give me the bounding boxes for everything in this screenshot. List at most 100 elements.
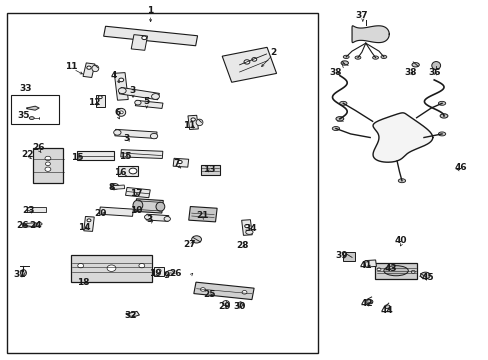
Ellipse shape (242, 291, 246, 294)
Text: 33: 33 (19, 84, 32, 93)
Polygon shape (112, 185, 124, 189)
Ellipse shape (244, 60, 249, 64)
Ellipse shape (133, 200, 142, 210)
Ellipse shape (339, 101, 346, 105)
Text: 31: 31 (13, 270, 26, 279)
Ellipse shape (129, 168, 137, 174)
Ellipse shape (245, 230, 253, 234)
Ellipse shape (420, 272, 429, 279)
Text: 9: 9 (163, 271, 169, 280)
Polygon shape (77, 151, 113, 160)
Text: 15: 15 (119, 152, 132, 161)
Text: 40: 40 (394, 236, 407, 245)
Text: 38: 38 (328, 68, 341, 77)
Text: 25: 25 (203, 290, 215, 299)
Polygon shape (83, 216, 94, 231)
Ellipse shape (120, 89, 124, 93)
Ellipse shape (45, 156, 51, 161)
Text: 11: 11 (64, 62, 77, 71)
Ellipse shape (166, 270, 173, 275)
Ellipse shape (383, 266, 407, 276)
Ellipse shape (343, 55, 348, 58)
Ellipse shape (45, 162, 50, 166)
Ellipse shape (354, 56, 360, 59)
Ellipse shape (151, 94, 159, 99)
Ellipse shape (111, 184, 119, 189)
Polygon shape (119, 87, 159, 100)
Ellipse shape (380, 55, 386, 58)
Polygon shape (201, 165, 219, 175)
Ellipse shape (164, 216, 170, 221)
Text: 45: 45 (421, 274, 434, 282)
Text: 29: 29 (218, 302, 231, 311)
Text: 20: 20 (94, 209, 106, 217)
Ellipse shape (142, 36, 146, 40)
Ellipse shape (340, 61, 347, 65)
Polygon shape (153, 267, 164, 276)
Ellipse shape (191, 236, 201, 243)
Ellipse shape (87, 219, 91, 222)
Ellipse shape (190, 118, 195, 121)
Ellipse shape (119, 78, 123, 82)
Ellipse shape (20, 270, 26, 276)
Ellipse shape (251, 58, 256, 61)
Ellipse shape (237, 302, 243, 306)
Ellipse shape (150, 134, 157, 139)
Text: 41: 41 (359, 261, 371, 270)
Text: 13: 13 (203, 165, 215, 174)
Bar (11, 95, 59, 124)
Ellipse shape (118, 88, 126, 94)
Text: 26: 26 (168, 269, 181, 278)
Text: 3: 3 (129, 86, 135, 95)
Ellipse shape (117, 108, 125, 116)
Text: 17: 17 (129, 189, 142, 198)
Text: 26: 26 (32, 143, 44, 152)
Text: 34: 34 (244, 224, 256, 233)
Text: 2: 2 (270, 48, 276, 57)
Ellipse shape (437, 101, 445, 105)
Text: 14: 14 (78, 223, 90, 232)
Text: 36: 36 (427, 68, 440, 77)
Ellipse shape (196, 119, 203, 126)
Text: 16: 16 (113, 168, 126, 177)
Polygon shape (173, 158, 188, 167)
Text: 7: 7 (173, 159, 180, 168)
Polygon shape (222, 47, 276, 82)
Polygon shape (193, 282, 254, 300)
Polygon shape (83, 63, 95, 77)
Text: 35: 35 (17, 111, 30, 120)
Text: 22: 22 (21, 150, 34, 158)
Text: 27: 27 (183, 240, 196, 249)
Ellipse shape (384, 305, 389, 309)
Polygon shape (96, 94, 104, 107)
Polygon shape (27, 106, 39, 110)
Polygon shape (135, 100, 163, 108)
Text: 23: 23 (22, 206, 35, 215)
Polygon shape (131, 35, 147, 50)
Text: 39: 39 (334, 251, 347, 260)
Polygon shape (372, 113, 432, 162)
Polygon shape (135, 199, 163, 213)
Text: 32: 32 (124, 310, 137, 320)
Polygon shape (99, 207, 133, 216)
Ellipse shape (144, 215, 150, 219)
Text: 5: 5 (143, 97, 149, 106)
Text: 11: 11 (183, 122, 196, 130)
Text: 12: 12 (87, 98, 100, 107)
Text: 24: 24 (29, 220, 41, 230)
Ellipse shape (244, 225, 248, 228)
Text: 28: 28 (235, 241, 248, 250)
Text: 26: 26 (16, 220, 28, 230)
Polygon shape (241, 220, 252, 235)
Bar (7, 13, 317, 353)
Ellipse shape (36, 222, 42, 225)
Polygon shape (22, 223, 36, 227)
Ellipse shape (113, 130, 121, 135)
Ellipse shape (156, 202, 164, 211)
Ellipse shape (365, 300, 372, 304)
Ellipse shape (437, 132, 445, 136)
Text: 37: 37 (355, 10, 367, 19)
Text: 15: 15 (71, 153, 83, 162)
Ellipse shape (431, 62, 440, 69)
Ellipse shape (177, 160, 182, 163)
